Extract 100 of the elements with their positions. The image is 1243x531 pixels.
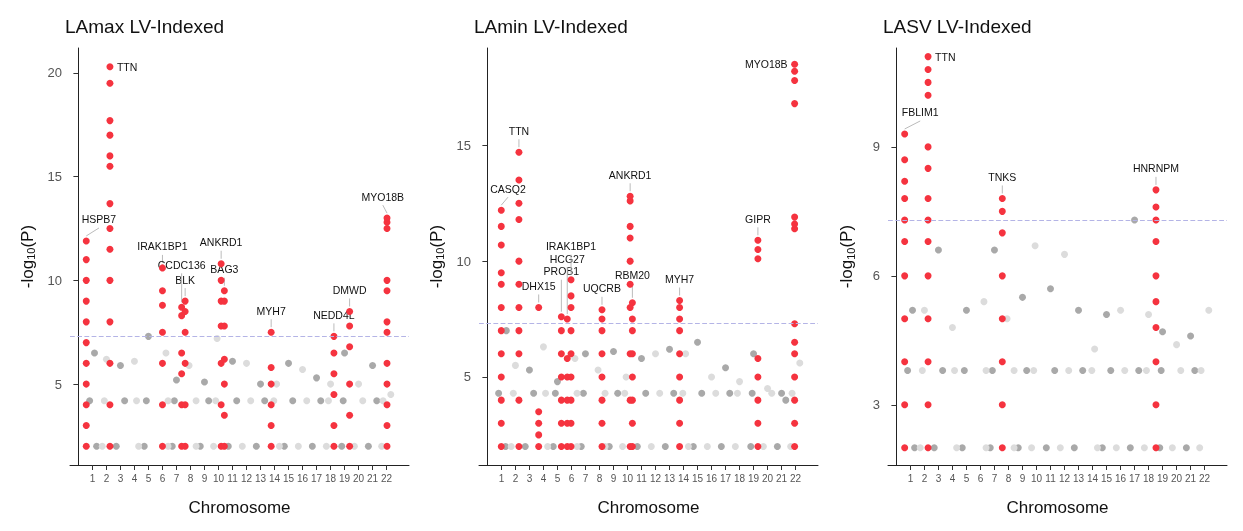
point [918,366,926,374]
point [621,389,629,397]
annotation: DHX15 [521,279,556,292]
point [717,442,725,450]
point [509,389,517,397]
point [121,397,129,405]
x-tick-label: 7 [173,472,180,484]
annotation: MYH7 [665,273,695,286]
point [1091,345,1099,353]
point [1152,444,1160,452]
point [1107,366,1115,374]
point [285,359,293,367]
point [1152,272,1160,280]
x-tick-label: 15 [282,472,295,484]
point [192,397,200,405]
annotation: TNKS [988,170,1017,183]
annotation: CASQ2 [490,182,526,195]
point [736,378,744,386]
point [916,444,924,452]
y-tick-label: 10 [47,272,62,288]
x-tick-label: 18 [324,472,337,484]
point [1010,366,1018,374]
x-tick-label: 10 [621,472,634,484]
annotation: HCG27 [549,252,585,265]
x-tick-label: 13 [663,472,676,484]
point [1159,328,1167,336]
point [924,143,932,151]
point [901,237,909,245]
point [904,366,912,374]
point [656,389,664,397]
point [939,366,947,374]
x-tick-label: 18 [733,472,746,484]
x-tick-label: 1 [498,472,505,484]
point [252,442,260,450]
point [1126,444,1134,452]
point [782,396,790,404]
x-tick-label: 20 [1171,472,1183,484]
point [1070,444,1078,452]
x-tick-label: 9 [201,472,208,484]
point [1152,298,1160,306]
annotation: UQCRB [583,282,621,295]
point [1079,366,1087,374]
point [788,389,796,397]
x-tick-label: 17 [1128,472,1141,484]
point [1047,285,1054,293]
point [901,130,909,138]
point [542,389,550,397]
point [339,397,347,405]
point [1061,250,1068,258]
point [911,444,919,452]
annotation: DMWD [332,283,367,296]
point [210,442,218,450]
point [924,91,932,99]
point [934,246,942,254]
point [229,357,236,365]
y-axis-title: -log10(P) [17,224,38,289]
point [98,442,106,450]
point [299,366,307,374]
x-tick-label: 3 [935,472,942,484]
x-tick-label: 15 [1100,472,1113,484]
point [133,397,141,405]
point [601,389,609,397]
point [200,378,208,386]
point [1028,444,1036,452]
point [924,78,932,86]
point [1065,366,1073,374]
point [303,397,311,405]
point [998,401,1006,409]
point [1142,366,1150,374]
point [294,442,302,450]
x-tick-label: 2 [103,472,110,484]
point [573,389,581,397]
x-tick-label: 19 [339,472,351,484]
x-tick-label: 12 [649,472,662,484]
x-tick-label: 10 [212,472,225,484]
x-tick-label: 5 [554,472,561,484]
point [1031,242,1039,250]
point [778,389,786,397]
x-tick-label: 16 [705,472,718,484]
point [549,442,557,450]
point [327,380,335,388]
point [1196,444,1204,452]
x-tick-label: 18 [1142,472,1155,484]
point [768,389,776,397]
point [951,366,959,374]
point [1075,306,1083,314]
point [1112,444,1120,452]
point [525,366,533,374]
point [364,442,372,450]
point [495,389,503,397]
point [998,207,1006,215]
point [750,350,758,358]
point [694,338,702,346]
point [205,397,213,405]
point [1145,311,1153,319]
point [796,359,804,367]
x-tick-label: 12 [240,472,253,484]
point [322,442,330,450]
point [1182,444,1190,452]
x-tick-label: 4 [949,472,956,484]
